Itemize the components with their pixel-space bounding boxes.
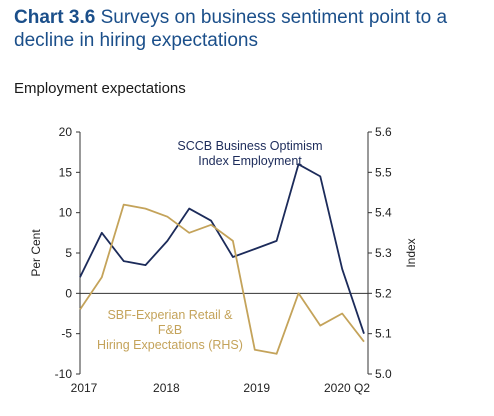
right-tick-label: 5.3	[375, 246, 392, 260]
left-axis-title: Per Cent	[29, 229, 43, 277]
left-tick-label: 0	[65, 286, 72, 300]
right-tick-label: 5.2	[375, 286, 392, 300]
right-tick-label: 5.6	[375, 125, 392, 139]
series-annotation-sccb: SCCB Business Optimism	[177, 139, 322, 153]
x-tick-label: 2018	[153, 381, 180, 395]
left-tick-label: 5	[65, 246, 72, 260]
chart-title-text: Surveys on business sentiment point to a…	[14, 7, 448, 51]
series-annotation-sccb: Index Employment	[198, 154, 302, 168]
x-tick-label: 2020 Q2	[324, 381, 370, 395]
right-axis-title: Index	[404, 238, 418, 267]
x-tick-label: 2017	[71, 381, 98, 395]
series-line-sbf	[79, 203, 365, 355]
series-annotation-sbf: SBF-Experian Retail &	[107, 308, 233, 322]
right-tick-label: 5.0	[375, 367, 392, 381]
left-tick-label: -5	[61, 327, 72, 341]
right-tick-label: 5.5	[375, 165, 392, 179]
x-tick-label: 2019	[243, 381, 270, 395]
chart-title: Chart 3.6 Surveys on business sentiment …	[14, 6, 484, 52]
series-line-sccb	[79, 163, 365, 334]
right-tick-label: 5.1	[375, 327, 392, 341]
series-annotation-sbf: Hiring Expectations (RHS)	[97, 338, 243, 352]
left-tick-label: 15	[59, 165, 73, 179]
chart-number: Chart 3.6	[14, 7, 96, 28]
series-annotation-sbf: F&B	[158, 323, 182, 337]
right-tick-label: 5.4	[375, 206, 392, 220]
left-tick-label: -10	[55, 367, 73, 381]
left-tick-label: 20	[59, 125, 73, 139]
chart-subtitle: Employment expectations	[14, 80, 186, 97]
left-tick-label: 10	[59, 206, 73, 220]
